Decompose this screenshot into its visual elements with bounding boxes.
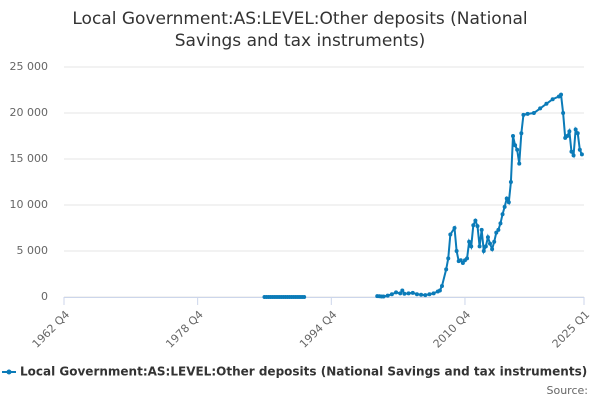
x-tick-label: 2010 Q4 xyxy=(431,308,474,351)
y-tick-label: 10 000 xyxy=(10,198,49,211)
data-point xyxy=(519,131,524,136)
data-point xyxy=(471,223,476,228)
data-point xyxy=(446,256,451,261)
data-point xyxy=(550,97,555,102)
source: Source: xyxy=(547,384,589,397)
data-point xyxy=(559,92,564,97)
data-point xyxy=(406,291,411,296)
data-point xyxy=(577,147,582,152)
data-point xyxy=(473,218,478,223)
data-point xyxy=(381,294,386,299)
x-tick-label: 2025 Q1 xyxy=(550,308,593,351)
data-point xyxy=(510,134,515,138)
data-point xyxy=(567,129,572,134)
data-point xyxy=(513,143,518,148)
data-point xyxy=(502,204,507,209)
data-point xyxy=(531,111,536,115)
data-point xyxy=(492,239,497,244)
data-point xyxy=(575,131,580,136)
data-point xyxy=(444,267,449,272)
data-point xyxy=(515,147,520,152)
data-point xyxy=(394,290,399,295)
data-point xyxy=(402,291,407,296)
data-point xyxy=(410,290,415,295)
data-point xyxy=(452,226,457,230)
chart-title: Local Government:AS:LEVEL:Other deposits… xyxy=(72,9,528,51)
data-point xyxy=(525,111,530,116)
data-point xyxy=(500,212,505,217)
y-tick-label: 25 000 xyxy=(10,60,49,73)
data-point xyxy=(481,249,486,253)
data-point xyxy=(508,180,513,184)
data-point xyxy=(477,244,482,249)
data-point xyxy=(496,227,501,232)
legend-symbol xyxy=(6,369,12,375)
data-point xyxy=(431,291,436,296)
data-point xyxy=(389,292,394,297)
data-point xyxy=(414,292,419,297)
data-point xyxy=(467,239,472,244)
data-point xyxy=(475,224,480,229)
data-point xyxy=(454,249,459,253)
data-point xyxy=(302,295,307,299)
data-point xyxy=(573,127,578,132)
data-point xyxy=(490,247,495,252)
x-tick-label: 1962 Q4 xyxy=(30,308,73,351)
y-tick-label: 5 000 xyxy=(17,244,49,257)
data-point xyxy=(465,256,470,261)
data-point xyxy=(561,111,566,115)
data-point xyxy=(521,112,526,117)
data-point xyxy=(385,293,390,298)
data-point xyxy=(400,288,405,293)
data-point xyxy=(448,232,453,237)
series-line xyxy=(264,92,583,298)
data-point xyxy=(538,106,543,111)
data-point xyxy=(544,101,549,106)
legend-label: Local Government:AS:LEVEL:Other deposits… xyxy=(20,365,587,379)
data-point xyxy=(485,235,490,240)
data-point xyxy=(479,227,484,232)
data-point xyxy=(419,292,424,297)
data-point xyxy=(571,153,576,158)
data-point xyxy=(458,258,463,263)
data-point xyxy=(437,288,442,293)
data-point xyxy=(517,161,522,166)
data-point xyxy=(569,149,574,154)
data-point xyxy=(506,200,511,205)
data-point xyxy=(427,292,432,297)
data-point xyxy=(423,293,428,298)
x-tick-label: 1994 Q4 xyxy=(297,308,340,351)
data-point xyxy=(483,244,488,249)
data-point xyxy=(494,230,499,235)
data-point xyxy=(469,244,474,249)
data-point xyxy=(488,241,493,246)
x-tick-label: 1978 Q4 xyxy=(163,308,206,351)
data-point xyxy=(398,291,403,296)
data-point xyxy=(504,196,509,201)
y-tick-label: 15 000 xyxy=(10,152,49,165)
y-tick-label: 20 000 xyxy=(10,106,49,119)
data-point xyxy=(579,152,584,157)
data-point xyxy=(565,134,570,138)
data-point xyxy=(439,283,444,288)
data-point xyxy=(498,221,503,226)
data-point xyxy=(460,260,465,265)
y-tick-label: 0 xyxy=(41,290,48,303)
